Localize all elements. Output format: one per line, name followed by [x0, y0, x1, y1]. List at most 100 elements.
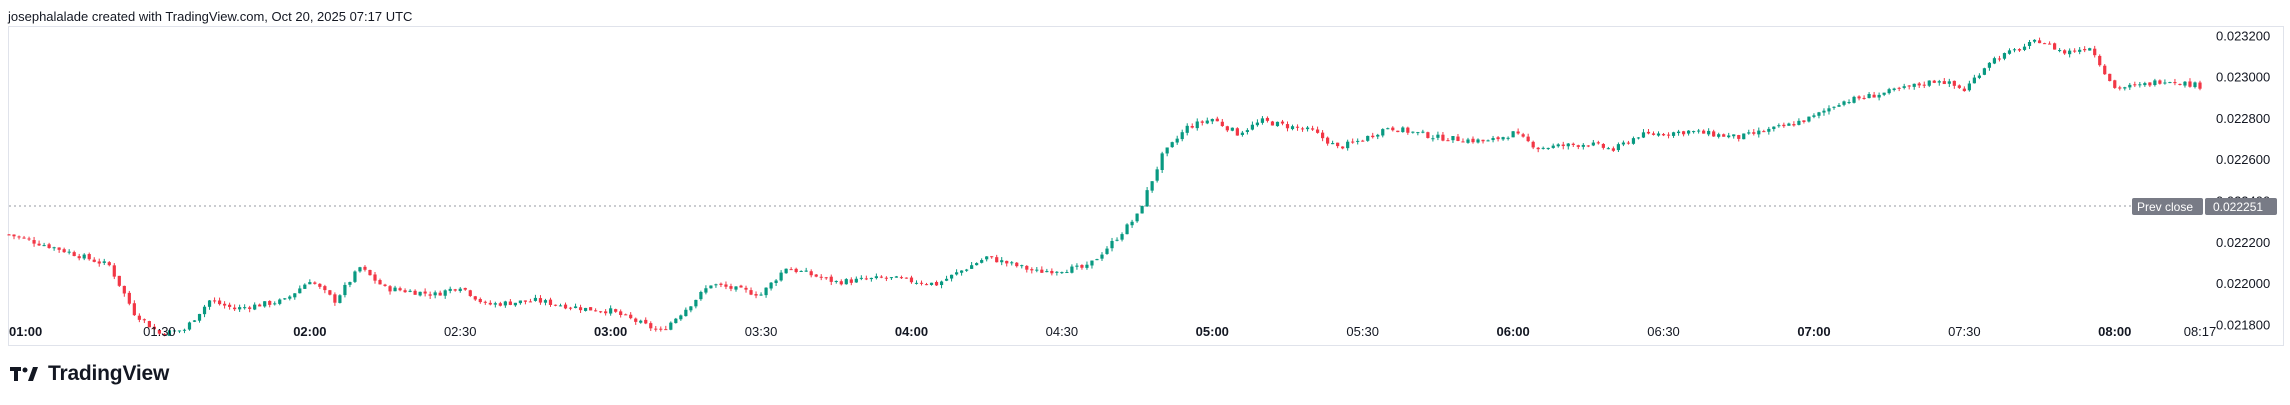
- price-axis[interactable]: 0.0232000.0230000.0228000.0226000.022400…: [2216, 28, 2270, 332]
- candle-body: [278, 299, 282, 304]
- candle-body: [1180, 132, 1184, 140]
- candle-body: [2053, 43, 2057, 50]
- candle-body: [1035, 269, 1039, 271]
- candle-body: [2088, 48, 2092, 51]
- candle-body: [774, 280, 778, 283]
- candle-body: [1000, 260, 1004, 263]
- candle-body: [1827, 108, 1831, 112]
- price-tick-label: 0.022000: [2216, 276, 2270, 291]
- candle-body: [1050, 270, 1054, 274]
- candle-body: [2017, 49, 2022, 51]
- candle-body: [177, 330, 182, 332]
- candle-body: [408, 290, 412, 292]
- candle-body: [187, 322, 192, 330]
- candle-body: [363, 266, 367, 270]
- candle-body: [1641, 132, 1646, 138]
- candle-body: [1636, 137, 1641, 139]
- time-axis[interactable]: 01:00 01:30 02:00 02:30 03:00 03:30 04:00 04:30…: [9, 324, 2216, 339]
- candle-body: [1451, 136, 1455, 141]
- candle-body: [1210, 119, 1214, 122]
- candle-body: [1882, 92, 1886, 95]
- time-tick-label: 04:30: [1046, 324, 1079, 339]
- candle-body: [313, 282, 317, 284]
- candle-body: [1371, 135, 1375, 138]
- candle-body: [112, 265, 116, 277]
- candle-body: [1842, 101, 1846, 105]
- candle-body: [939, 281, 944, 286]
- candle-body: [764, 287, 768, 296]
- candle-body: [1366, 135, 1370, 141]
- prev-close-value-box: [2205, 198, 2277, 215]
- candle-body: [1466, 139, 1470, 143]
- candle-body: [734, 286, 738, 290]
- candle-body: [1712, 131, 1716, 137]
- candle-body: [1165, 147, 1169, 154]
- candle-body: [1145, 190, 1149, 207]
- candle-body: [1561, 144, 1565, 147]
- candle-body: [323, 286, 327, 291]
- candle-body: [1717, 134, 1721, 137]
- candle-body: [328, 290, 332, 295]
- candle-body: [819, 276, 823, 278]
- candle-body: [1220, 121, 1224, 126]
- candle-body: [1446, 140, 1450, 142]
- candle-body: [142, 319, 146, 321]
- candle-body: [1120, 234, 1124, 240]
- candle-body: [348, 282, 352, 285]
- candle-body: [343, 284, 347, 296]
- candle-body: [117, 275, 121, 286]
- time-tick-label: 01:00: [9, 324, 42, 339]
- candle-body: [1822, 110, 1826, 113]
- time-tick-label: 06:30: [1647, 324, 1680, 339]
- candle-body: [784, 268, 788, 274]
- candle-body: [333, 294, 337, 303]
- time-tick-label: 08:17: [2184, 324, 2217, 339]
- candle-body: [839, 281, 843, 285]
- candle-body: [1200, 121, 1204, 123]
- candle-body: [970, 265, 974, 269]
- candle-body: [483, 301, 487, 303]
- candle-body: [1456, 136, 1460, 141]
- time-tick-label: 02:30: [444, 324, 477, 339]
- candle-body: [824, 277, 828, 279]
- candle-body: [1005, 260, 1009, 264]
- candle-body: [1987, 62, 1992, 68]
- candle-body: [2178, 83, 2182, 85]
- candle-body: [639, 320, 643, 323]
- candle-body: [1110, 240, 1114, 249]
- candle-body: [1917, 83, 1921, 86]
- candle-body: [473, 296, 477, 300]
- candle-body: [1381, 129, 1385, 136]
- candle-body: [934, 281, 939, 286]
- candle-body: [1722, 134, 1726, 137]
- candle-body: [1075, 265, 1079, 267]
- candle-body: [293, 293, 297, 298]
- candle-body: [1401, 127, 1405, 133]
- candle-body: [1486, 140, 1490, 142]
- candle-body: [388, 286, 392, 292]
- candle-body: [1285, 124, 1290, 129]
- candle-body: [1386, 128, 1390, 130]
- candle-body: [1300, 128, 1305, 130]
- candle-body: [1992, 58, 1997, 64]
- candle-body: [794, 268, 798, 273]
- candle-body: [1331, 143, 1335, 145]
- candle-body: [1105, 248, 1109, 254]
- candle-body: [398, 288, 402, 291]
- candle-body: [1666, 134, 1671, 136]
- candle-body: [985, 256, 989, 260]
- candle-body: [1336, 142, 1340, 147]
- candle-body: [2063, 50, 2067, 54]
- candle-body: [1707, 130, 1711, 135]
- candle-body: [1972, 77, 1976, 84]
- candle-body: [62, 249, 66, 253]
- candle-body: [2007, 50, 2012, 54]
- candle-body: [1932, 80, 1936, 83]
- prev-close-label-box: [2132, 198, 2203, 215]
- candle-body: [864, 278, 868, 280]
- candle-body: [960, 270, 964, 273]
- candle-body: [453, 289, 457, 291]
- candle-body: [1060, 272, 1064, 274]
- tradingview-logo[interactable]: TradingView: [10, 362, 169, 386]
